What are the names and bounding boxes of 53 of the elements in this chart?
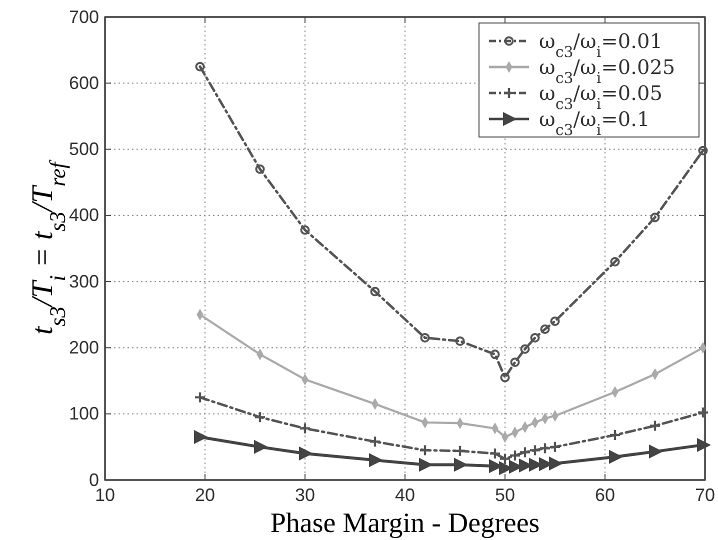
point — [698, 146, 708, 156]
point — [455, 336, 465, 346]
point — [650, 212, 660, 222]
point — [498, 452, 512, 465]
point — [418, 444, 432, 456]
point — [490, 350, 500, 360]
y-tick-label: 100 — [68, 404, 99, 424]
point — [254, 440, 268, 454]
y-tick-label: 300 — [68, 271, 99, 292]
y-tick-label: 200 — [68, 337, 99, 358]
x-tick-label: 20 — [194, 484, 216, 505]
point — [609, 450, 623, 464]
point — [254, 411, 266, 424]
point — [530, 333, 540, 343]
point — [648, 420, 662, 432]
point — [370, 286, 380, 296]
y-tick-label: 400 — [68, 205, 99, 226]
point — [368, 436, 382, 448]
point — [255, 164, 265, 174]
point — [540, 324, 550, 334]
x-tick-label: 30 — [294, 484, 316, 505]
point — [488, 447, 502, 460]
point — [194, 430, 208, 444]
point — [298, 422, 312, 435]
point — [608, 428, 622, 442]
y-tick-label: 700 — [68, 6, 99, 27]
point — [528, 444, 542, 456]
point — [697, 438, 711, 452]
x-tick-label: 60 — [594, 484, 616, 505]
x-tick-label: 70 — [694, 484, 716, 505]
x-tick-label: 40 — [394, 484, 416, 505]
point — [550, 316, 560, 326]
point — [696, 406, 710, 419]
point — [510, 357, 520, 368]
y-tick-label: 500 — [68, 139, 99, 160]
point — [420, 333, 430, 343]
point — [195, 62, 205, 72]
point — [538, 442, 552, 454]
point — [548, 440, 562, 454]
point — [649, 444, 663, 459]
point — [518, 446, 532, 458]
point — [194, 391, 206, 404]
point — [549, 456, 563, 470]
point — [508, 449, 522, 462]
point — [300, 225, 310, 235]
y-tick-label: 600 — [68, 72, 99, 93]
point — [610, 256, 620, 267]
point — [299, 446, 313, 461]
point — [369, 453, 383, 468]
x-tick-label: 50 — [494, 484, 516, 505]
x-axis-title: Phase Margin - Degrees — [270, 508, 540, 539]
point — [520, 344, 530, 354]
point — [500, 372, 510, 382]
